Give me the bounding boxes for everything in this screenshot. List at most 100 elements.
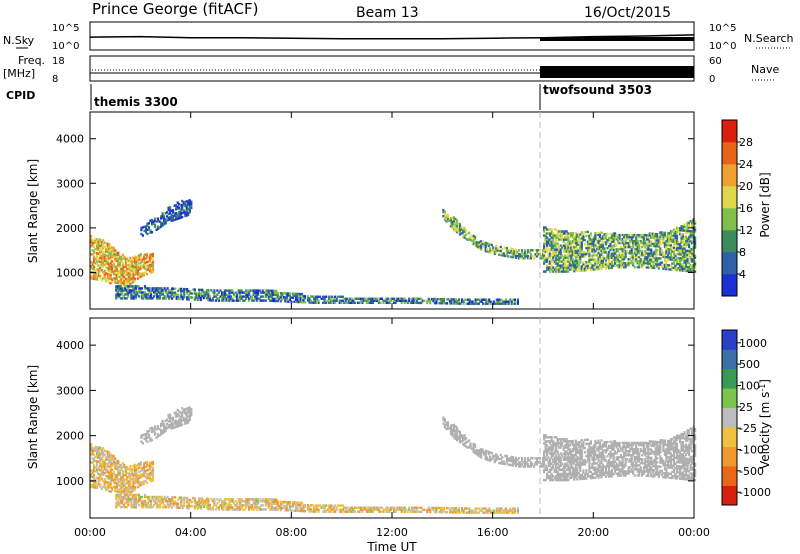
range-cell	[576, 241, 579, 245]
range-cell	[94, 257, 97, 261]
range-cell	[291, 292, 294, 295]
range-cell	[293, 300, 296, 303]
range-cell	[358, 301, 361, 304]
range-cell	[432, 299, 435, 303]
range-cell	[647, 266, 650, 269]
range-cell	[220, 297, 224, 300]
range-cell	[219, 289, 222, 292]
range-cell	[571, 262, 574, 265]
range-cell	[564, 256, 567, 259]
range-cell	[294, 501, 298, 504]
range-cell	[544, 442, 547, 445]
range-cell	[115, 478, 118, 481]
range-cell	[185, 417, 188, 421]
range-cell	[561, 266, 564, 269]
range-cell	[123, 279, 126, 283]
y-tick-label: 4000	[56, 133, 84, 146]
range-cell	[429, 301, 432, 305]
range-cell	[418, 510, 421, 513]
range-cell	[567, 440, 570, 443]
range-cell	[448, 509, 452, 512]
range-cell	[334, 508, 337, 511]
range-cell	[617, 242, 620, 245]
range-cell	[105, 242, 108, 245]
range-cell	[220, 508, 224, 511]
range-cell	[175, 419, 178, 422]
range-cell	[121, 461, 124, 465]
range-cell	[205, 505, 208, 509]
range-cell	[553, 452, 556, 455]
range-cell	[455, 223, 459, 226]
range-cell	[285, 294, 288, 297]
range-cell	[523, 463, 527, 466]
range-cell	[147, 464, 150, 467]
range-cell	[116, 287, 119, 290]
range-cell	[239, 293, 242, 296]
range-cell	[325, 295, 328, 298]
range-cell	[96, 464, 99, 467]
range-cell	[452, 436, 456, 439]
range-cell	[138, 274, 141, 277]
range-cell	[246, 504, 249, 507]
range-cell	[118, 265, 121, 269]
range-cell	[243, 299, 246, 302]
range-cell	[123, 275, 126, 279]
range-cell	[681, 239, 685, 242]
range-cell	[662, 267, 665, 270]
range-cell	[543, 262, 546, 265]
range-cell	[242, 295, 245, 298]
range-cell	[302, 505, 305, 509]
range-cell	[586, 266, 589, 270]
range-cell	[130, 478, 133, 481]
range-cell	[272, 289, 275, 293]
range-cell	[644, 250, 647, 253]
range-cell	[127, 289, 130, 292]
range-cell	[134, 506, 137, 509]
range-cell	[393, 508, 396, 511]
range-cell	[601, 245, 605, 248]
range-cell	[480, 242, 483, 245]
range-cell	[135, 474, 138, 478]
range-cell	[90, 485, 93, 488]
range-cell	[480, 507, 483, 510]
range-cell	[160, 495, 163, 499]
range-cell	[594, 246, 597, 249]
range-cell	[610, 246, 614, 249]
range-cell	[116, 504, 119, 507]
range-cell	[562, 240, 565, 243]
range-cell	[279, 294, 282, 297]
range-cell	[103, 463, 106, 467]
range-cell	[350, 297, 353, 300]
range-cell	[117, 275, 120, 279]
range-cell	[106, 244, 109, 248]
range-cell	[547, 476, 550, 480]
range-cell	[600, 253, 603, 256]
range-cell	[245, 498, 248, 501]
range-cell	[390, 297, 393, 300]
range-cell	[116, 291, 119, 294]
range-cell	[562, 232, 565, 235]
range-cell	[657, 265, 660, 268]
range-cell	[604, 241, 608, 244]
range-cell	[138, 476, 141, 480]
range-cell	[495, 302, 498, 305]
range-cell	[650, 240, 653, 243]
range-cell	[504, 454, 507, 458]
range-cell	[547, 436, 550, 439]
range-cell	[208, 503, 211, 507]
range-cell	[121, 470, 124, 473]
range-cell	[476, 507, 479, 510]
range-cell	[143, 225, 146, 229]
range-cell	[388, 299, 391, 302]
range-cell	[347, 301, 350, 304]
range-cell	[126, 466, 129, 469]
range-cell	[672, 234, 676, 237]
range-cell	[340, 301, 343, 304]
range-cell	[130, 493, 133, 497]
range-cell	[400, 301, 403, 304]
range-cell	[332, 297, 335, 300]
range-cell	[408, 299, 411, 302]
range-cell	[507, 300, 510, 303]
noise-tick-left-bottom: 10^0	[52, 41, 79, 52]
